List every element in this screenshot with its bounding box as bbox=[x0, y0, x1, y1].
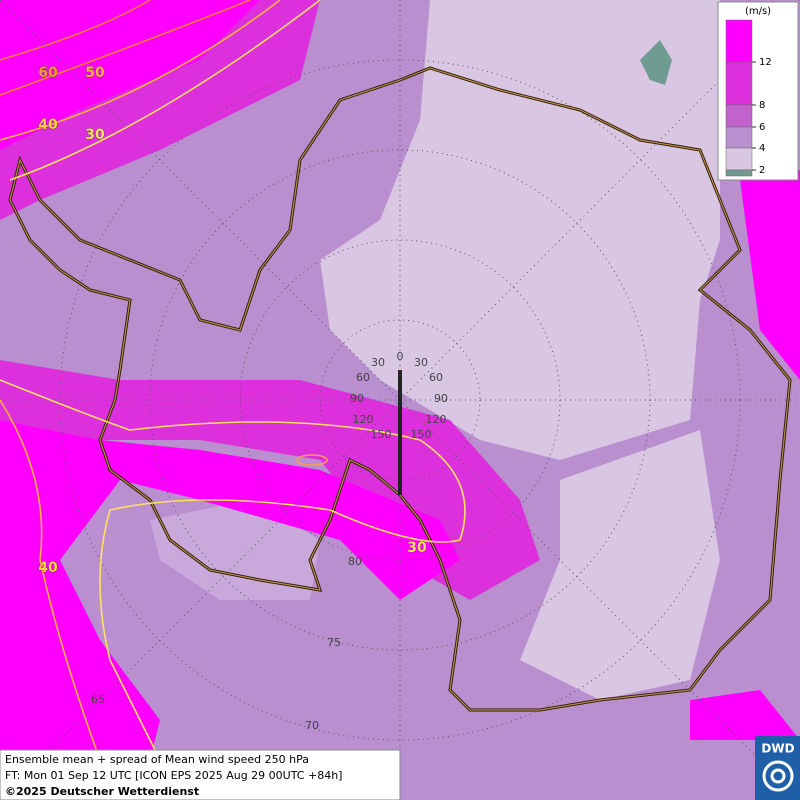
footer-text: FT: Mon 01 Sep 12 UTC [ICON EPS 2025 Aug… bbox=[5, 769, 342, 782]
grid-label: 60 bbox=[429, 371, 443, 384]
grid-label: 120 bbox=[353, 413, 374, 426]
grid-label: 90 bbox=[434, 392, 448, 405]
contour-label: 50 bbox=[85, 65, 105, 81]
footer-text: ©2025 Deutscher Wetterdienst bbox=[5, 785, 199, 798]
low-region bbox=[640, 40, 672, 85]
isotachs bbox=[0, 0, 466, 761]
footer-box bbox=[0, 749, 401, 800]
very-high-spread bbox=[740, 170, 800, 380]
grid-label: 0 bbox=[397, 350, 404, 363]
contour-label: 40 bbox=[38, 560, 58, 576]
legend-swatch bbox=[725, 104, 753, 128]
meridian-marker bbox=[398, 370, 402, 495]
grid-label: 150 bbox=[411, 428, 432, 441]
very-high-spread bbox=[0, 420, 460, 760]
contour-label: 40 bbox=[38, 117, 58, 133]
logo-icon bbox=[762, 760, 794, 792]
legend-swatch bbox=[725, 19, 753, 63]
legend-tick-label: 6 bbox=[759, 122, 765, 133]
grid-label: 30 bbox=[414, 356, 428, 369]
legend-tick-label: 8 bbox=[759, 100, 765, 111]
contour-label: 30 bbox=[85, 127, 105, 143]
logo-text: DWD bbox=[761, 742, 794, 756]
legend-swatch bbox=[725, 147, 753, 171]
grid-label: 70 bbox=[305, 719, 319, 732]
grid-label: 65 bbox=[91, 693, 105, 706]
very-high-spread bbox=[690, 690, 800, 740]
legend: (m/s) 12 8 6 4 2 bbox=[717, 1, 799, 181]
grid-label: 80 bbox=[348, 555, 362, 568]
grid-label: 120 bbox=[426, 413, 447, 426]
grid-label: 75 bbox=[327, 636, 341, 649]
low-spread bbox=[320, 0, 720, 460]
grid-label: 90 bbox=[350, 392, 364, 405]
grid-label: 150 bbox=[371, 428, 392, 441]
legend-swatch bbox=[725, 169, 753, 177]
low-spread bbox=[150, 500, 320, 600]
contour-label: 60 bbox=[38, 65, 58, 81]
legend-tick-label: 2 bbox=[759, 165, 765, 176]
contour-label: 30 bbox=[407, 540, 427, 556]
logo-icon bbox=[770, 768, 786, 784]
legend-unit: (m/s) bbox=[745, 6, 771, 17]
very-high-spread bbox=[0, 0, 260, 150]
legend-swatch bbox=[725, 61, 753, 106]
grid-label: 60 bbox=[356, 371, 370, 384]
coastline bbox=[9, 67, 791, 711]
footer-text: Ensemble mean + spread of Mean wind spee… bbox=[5, 753, 309, 766]
low-spread bbox=[520, 430, 720, 700]
legend-tick-label: 12 bbox=[759, 57, 772, 68]
grid-label: 30 bbox=[371, 356, 385, 369]
legend-swatch bbox=[725, 126, 753, 149]
legend-tick-label: 4 bbox=[759, 143, 765, 154]
